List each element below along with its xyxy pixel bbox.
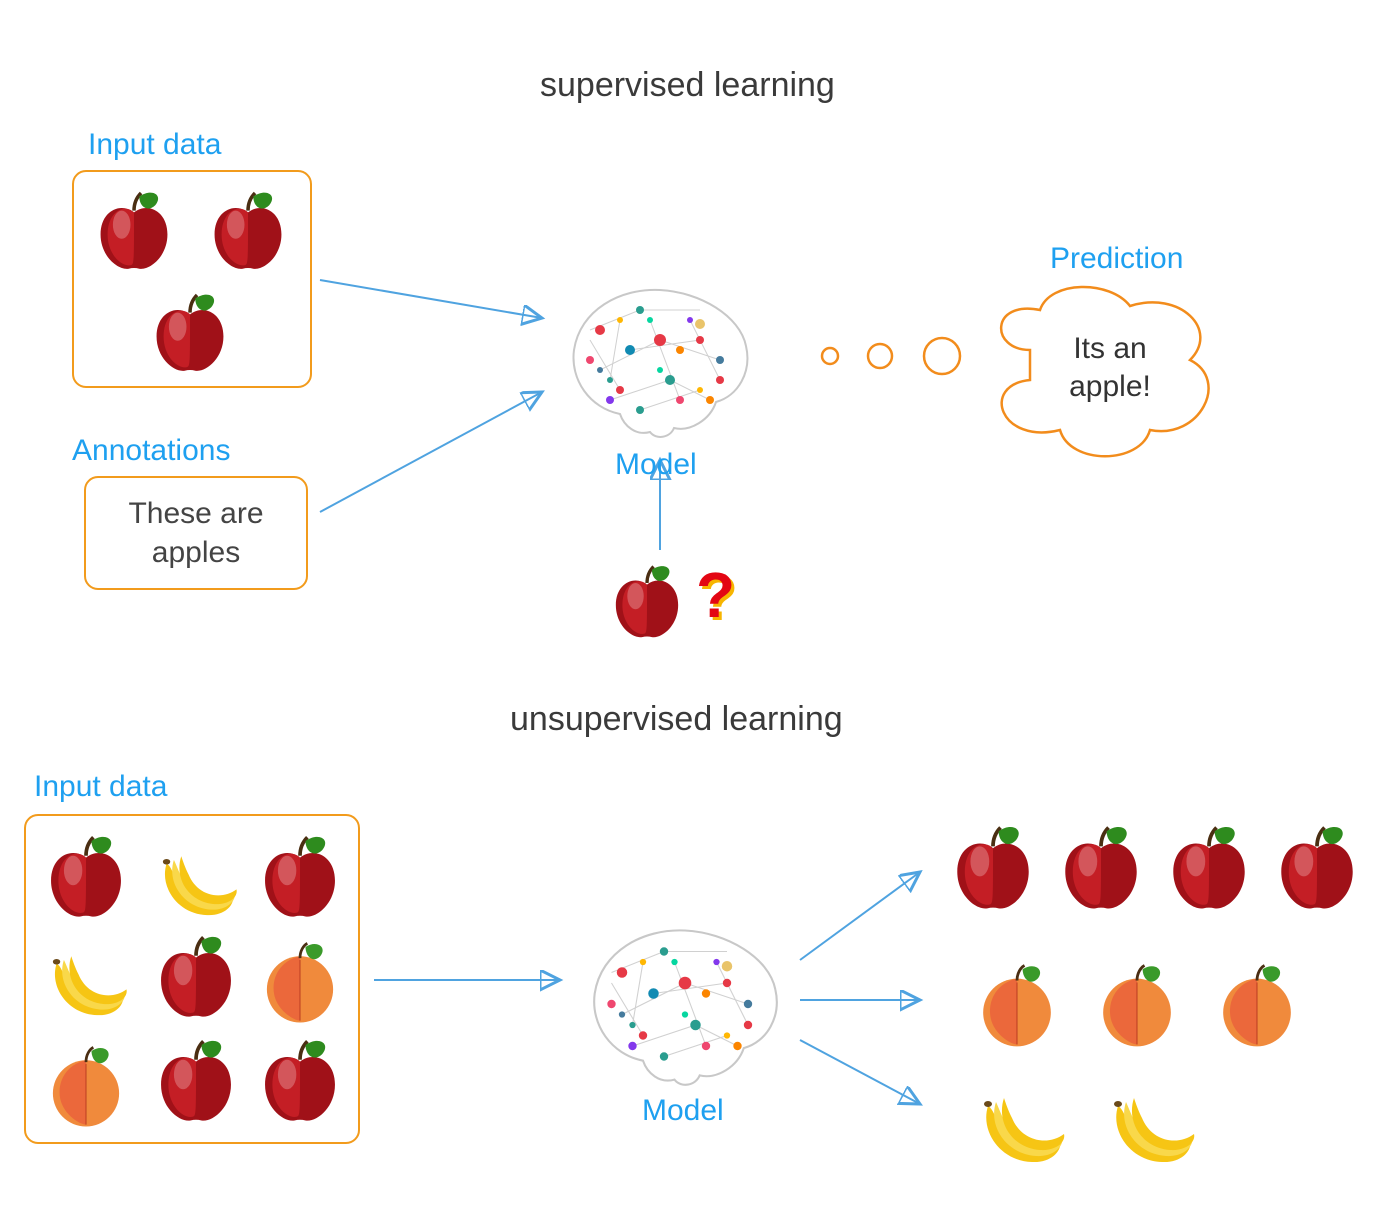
unsup-input-apple-2 [254, 830, 346, 922]
sup-annotations-box: These are apples [84, 476, 308, 590]
unsup-model-label: Model [642, 1094, 724, 1128]
sup-model-label: Model [615, 448, 697, 482]
sup-input-label: Input data [88, 128, 221, 162]
unsup-input-apple-0 [40, 830, 132, 922]
unsup-input-apple-8 [254, 1034, 346, 1126]
unsup-input-peach-5 [254, 936, 346, 1028]
unsupervised-title: unsupervised learning [510, 700, 843, 739]
unsup-input-apple-4 [150, 930, 242, 1022]
prediction-text: Its an apple! [1040, 330, 1180, 405]
unsup-out-banana-1 [1100, 1076, 1200, 1176]
sup-input-apple-1 [204, 186, 292, 274]
unsup-input-banana-1 [150, 836, 242, 928]
sup-input-apple-0 [90, 186, 178, 274]
query-apple [606, 560, 688, 642]
unsup-out-apple-2 [1162, 820, 1256, 914]
unsup-out-peach-2 [1210, 958, 1304, 1052]
supervised-title: supervised learning [540, 66, 835, 105]
unsup-out-apple-0 [946, 820, 1040, 914]
unsup-input-label: Input data [34, 770, 167, 804]
sup-input-apple-2 [146, 288, 234, 376]
sup-annotations-label: Annotations [72, 434, 230, 468]
unsup-out-apple-3 [1270, 820, 1364, 914]
sup-prediction-label: Prediction [1050, 242, 1183, 276]
unsup-out-apple-1 [1054, 820, 1148, 914]
unsup-out-peach-0 [970, 958, 1064, 1052]
question-mark-icon: ? [696, 558, 735, 632]
unsup-out-peach-1 [1090, 958, 1184, 1052]
unsup-out-banana-0 [970, 1076, 1070, 1176]
unsup-input-peach-6 [40, 1040, 132, 1132]
unsup-input-apple-7 [150, 1034, 242, 1126]
sup-annotations-text: These are apples [86, 494, 306, 572]
unsup-input-banana-3 [40, 936, 132, 1028]
